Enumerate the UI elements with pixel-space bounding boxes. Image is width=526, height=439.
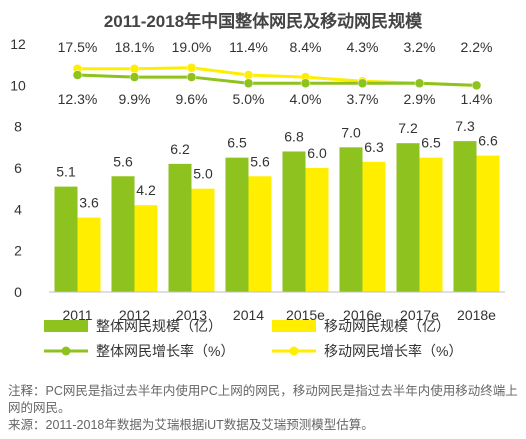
y-tick-label: 12: [10, 36, 26, 52]
legend-swatch-marker: [289, 346, 299, 356]
data-labels: 5.13.65.64.26.25.06.55.66.86.07.06.37.26…: [56, 39, 498, 211]
x-axis: 2011 2012 2013 2014 2015e 2016e 2017e 2018e: [49, 291, 505, 323]
y-tick-label: 4: [14, 201, 22, 217]
bar-value-label: 7.0: [341, 124, 361, 140]
overall-growth-label: 5.0%: [233, 91, 265, 107]
overall-growth-label: 12.3%: [58, 91, 98, 107]
legend-label: 移动网民增长率（%）: [324, 343, 462, 359]
bar-mobile: [305, 168, 329, 292]
x-tick-label: 2017e: [400, 307, 439, 323]
overall-growth-point: [129, 72, 140, 82]
bar-value-label: 5.1: [56, 164, 76, 180]
overall-growth-point: [72, 70, 83, 80]
growth-lines: [72, 63, 482, 91]
overall-growth-label: 9.9%: [119, 91, 151, 107]
y-tick-label: 6: [14, 160, 22, 176]
legend-label: 整体网民增长率（%）: [96, 343, 234, 359]
mobile-growth-label: 19.0%: [172, 39, 212, 55]
overall-growth-point: [243, 78, 254, 89]
overall-growth-point: [357, 78, 368, 89]
overall-growth-line: [77, 73, 477, 87]
mobile-growth-point: [186, 63, 197, 73]
y-tick-label: 2: [14, 243, 22, 259]
overall-growth-label: 2.9%: [404, 91, 436, 107]
mobile-growth-label: 2.2%: [461, 39, 493, 55]
x-tick-label: 2015e: [286, 307, 325, 323]
bar-overall: [396, 143, 420, 292]
footnote-definition: 注释：PC网民是指过去半年内使用PC上网的网民，移动网民是指过去半年内使用移动终…: [8, 384, 518, 415]
chart-title: 2011-2018年中国整体网民及移动网民规模: [103, 12, 423, 31]
legend-swatch-bar: [272, 320, 316, 332]
legend: 整体网民规模（亿） 移动网民规模（亿） 整体网民增长率（%） 移动网民增长率（%）: [44, 318, 462, 359]
bar-value-label: 7.2: [398, 120, 418, 136]
bar-overall: [282, 151, 306, 292]
overall-growth-label: 1.4%: [461, 91, 493, 107]
x-tick-label: 2018e: [457, 307, 496, 323]
bar-overall: [54, 186, 78, 292]
y-tick-label: 8: [14, 119, 22, 135]
bar-mobile: [419, 157, 443, 292]
mobile-growth-label: 4.3%: [347, 39, 379, 55]
y-axis: 0 2 4 6 8 10 12: [10, 36, 26, 300]
bar-overall: [339, 147, 363, 292]
y-tick-label: 0: [14, 284, 22, 300]
bar-value-label: 6.2: [170, 141, 190, 157]
bar-mobile: [77, 217, 101, 292]
x-tick-label: 2013: [176, 307, 207, 323]
bars: [54, 141, 500, 292]
mobile-growth-label: 18.1%: [115, 39, 155, 55]
bar-value-label: 4.2: [136, 182, 156, 198]
x-tick-label: 2014: [233, 307, 264, 323]
bar-value-label: 6.8: [284, 128, 304, 144]
x-tick-label: 2012: [119, 307, 150, 323]
overall-growth-label: 3.7%: [347, 91, 379, 107]
overall-growth-point: [186, 72, 197, 82]
bar-overall: [225, 157, 249, 292]
legend-label: 整体网民规模（亿）: [96, 318, 222, 334]
bar-value-label: 6.0: [307, 145, 327, 161]
legend-label: 移动网民规模（亿）: [324, 318, 450, 334]
bar-overall: [168, 163, 192, 292]
bar-mobile: [248, 176, 272, 292]
bar-overall: [111, 176, 135, 292]
x-tick-label: 2011: [62, 307, 92, 323]
bar-value-label: 5.6: [250, 153, 270, 169]
bar-value-label: 6.5: [227, 135, 247, 151]
bar-mobile: [362, 161, 386, 292]
mobile-growth-point: [243, 70, 254, 80]
bar-value-label: 6.3: [364, 139, 384, 155]
mobile-growth-label: 3.2%: [404, 39, 436, 55]
mobile-growth-label: 8.4%: [290, 39, 322, 55]
y-tick-label: 10: [10, 77, 26, 93]
bar-mobile: [191, 188, 215, 292]
x-tick-label: 2016e: [343, 307, 382, 323]
footnotes: 注释：PC网民是指过去半年内使用PC上网的网民，移动网民是指过去半年内使用移动终…: [8, 383, 520, 434]
overall-growth-point: [414, 78, 425, 89]
bar-overall: [453, 141, 477, 292]
overall-growth-point: [300, 78, 311, 89]
bar-value-label: 6.5: [421, 135, 441, 151]
bar-mobile: [134, 205, 158, 292]
overall-growth-label: 9.6%: [176, 91, 208, 107]
bar-value-label: 5.0: [193, 166, 213, 182]
mobile-growth-label: 11.4%: [229, 39, 268, 55]
bar-mobile: [476, 155, 500, 292]
overall-growth-label: 4.0%: [290, 91, 322, 107]
legend-swatch-bar: [44, 320, 88, 332]
mobile-growth-label: 17.5%: [58, 39, 98, 55]
overall-growth-point: [471, 80, 482, 91]
footnote-source: 来源：2011-2018年数据为艾瑞根据iUT数据及艾瑞预测模型估算。: [8, 418, 374, 432]
bar-value-label: 3.6: [79, 195, 99, 211]
bar-value-label: 6.6: [478, 133, 498, 149]
bar-value-label: 5.6: [113, 153, 133, 169]
legend-swatch-marker: [61, 346, 71, 356]
bar-value-label: 7.3: [455, 118, 475, 134]
mobile-growth-point: [129, 64, 140, 74]
